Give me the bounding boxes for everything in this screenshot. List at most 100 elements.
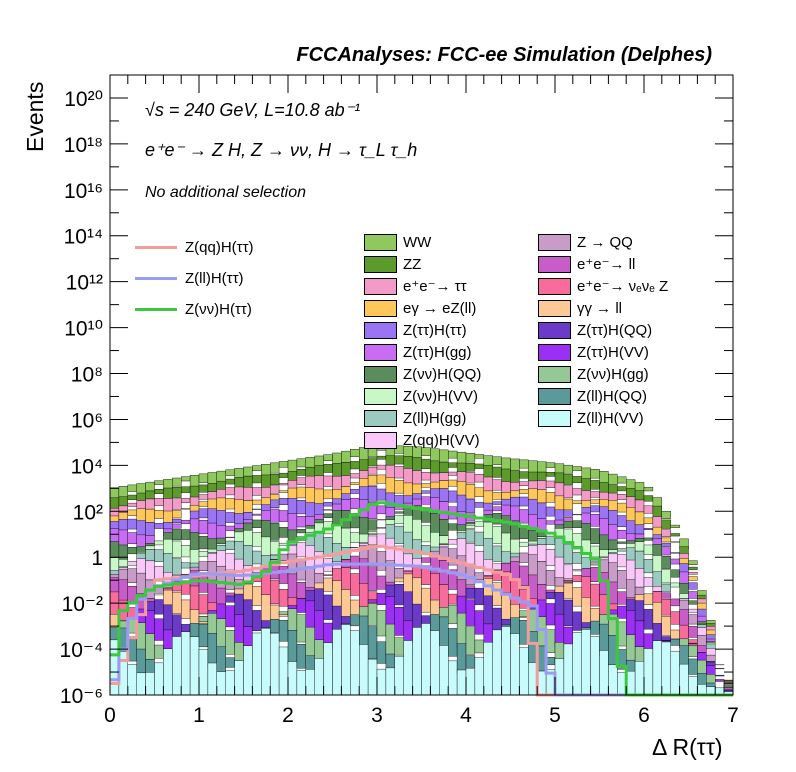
stack-bin-65-layer-0	[688, 560, 698, 565]
stack-bin-13-layer-0	[225, 469, 235, 476]
signal-legend-label: Z(νν)H(ττ)	[185, 300, 252, 318]
stack-bin-30-layer-11	[376, 575, 387, 590]
stack-bin-65-layer-16	[688, 645, 698, 657]
background-legend-swatch	[538, 277, 571, 295]
stack-bin-4-layer-17	[145, 659, 155, 673]
background-legend-label: e⁺e⁻→ νₑνₑ Z	[577, 278, 669, 295]
stack-bin-38-layer-9	[448, 539, 458, 545]
stack-bin-54-layer-3	[590, 499, 600, 504]
background-legend-item: eγ → eZ(ll)	[364, 297, 476, 319]
background-legend-item: e⁺e⁻→ ll	[538, 253, 635, 275]
stack-bin-29-layer-18	[367, 659, 378, 696]
stack-bin-13-layer-9	[225, 552, 235, 571]
signal-legend-item: Z(qq)H(ττ)	[135, 236, 254, 258]
stack-bin-41-layer-4	[474, 502, 484, 508]
stack-bin-66-layer-18	[697, 684, 707, 696]
stack-bin-8-layer-5	[180, 519, 191, 525]
stack-bin-13-layer-18	[225, 670, 235, 696]
background-legend-item: WW	[364, 231, 431, 253]
stack-bin-38-layer-1	[448, 462, 458, 468]
stack-bin-49-layer-5	[545, 520, 556, 525]
stack-bin-30-layer-8	[376, 527, 387, 529]
stack-bin-10-layer-5	[198, 520, 209, 535]
stack-bin-51-layer-4	[563, 510, 574, 517]
stack-bin-5-layer-0	[154, 480, 164, 485]
stack-bin-48-layer-1	[537, 471, 547, 481]
stack-bin-37-layer-17	[439, 616, 449, 646]
stack-bin-23-layer-3	[314, 488, 324, 505]
stack-bin-19-layer-16	[278, 611, 289, 615]
stack-bin-30-layer-4	[376, 488, 387, 501]
x-tick-label-6: 6	[638, 704, 650, 727]
stack-bin-4-layer-3	[145, 508, 155, 523]
background-legend-label: Z(ττ)H(gg)	[403, 343, 472, 361]
stack-bin-56-layer-1	[608, 484, 618, 495]
stack-bin-27-layer-18	[350, 630, 360, 696]
stack-bin-5-layer-4	[154, 523, 164, 529]
background-legend-label: Z(ττ)H(VV)	[577, 343, 649, 361]
stack-bin-32-layer-10	[394, 568, 404, 580]
stack-bin-60-layer-0	[643, 486, 654, 492]
y-tick-label-4: 10²	[73, 501, 103, 524]
y-tick-label-8: 10¹⁰	[64, 318, 103, 341]
stack-bin-42-layer-8	[483, 538, 493, 562]
background-legend-swatch	[364, 343, 397, 361]
stack-bin-59-layer-8	[634, 550, 645, 569]
background-legend-swatch	[364, 365, 397, 383]
stack-bin-60-layer-4	[643, 528, 654, 530]
stack-bin-19-layer-6	[278, 527, 289, 538]
stack-bin-8-layer-0	[180, 476, 191, 482]
stack-bin-2-layer-5	[127, 532, 137, 545]
stack-bin-2-layer-18	[127, 664, 137, 696]
y-tick-label-0: 10⁻⁶	[60, 685, 103, 708]
stack-bin-45-layer-18	[510, 633, 520, 696]
stack-bin-30-layer-1	[376, 455, 387, 460]
stack-bin-29-layer-17	[367, 626, 378, 659]
stack-bin-4-layer-1	[145, 490, 155, 500]
y-tick-label-6: 10⁶	[71, 409, 103, 432]
stack-bin-61-layer-13	[652, 602, 663, 628]
stack-bin-2-layer-4	[127, 518, 137, 530]
stack-bin-65-layer-18	[688, 676, 698, 696]
stack-bin-27-layer-13	[350, 599, 360, 617]
stack-bin-24-layer-1	[323, 464, 333, 473]
stack-bin-37-layer-16	[439, 607, 449, 618]
stack-bin-54-layer-5	[590, 514, 600, 527]
stack-bin-37-layer-9	[439, 544, 449, 548]
stack-bin-1-layer-10	[118, 568, 129, 582]
background-legend-swatch	[364, 321, 397, 339]
stack-bin-23-layer-15	[314, 610, 324, 642]
stack-bin-7-layer-13	[172, 591, 182, 614]
stack-bin-7-layer-7	[172, 540, 182, 558]
stack-bin-18-layer-7	[270, 541, 280, 555]
stack-bin-23-layer-2	[314, 475, 324, 491]
stack-bin-23-layer-18	[314, 658, 324, 696]
stack-bin-59-layer-14	[634, 600, 645, 622]
stack-bin-37-layer-6	[439, 519, 449, 536]
stack-bin-65-layer-11	[688, 626, 698, 638]
stack-bin-15-layer-14	[243, 599, 253, 627]
stack-bin-57-layer-0	[617, 476, 627, 484]
background-legend-item: Z(ττ)H(VV)	[538, 341, 649, 363]
stack-bin-37-layer-4	[439, 488, 449, 502]
stack-bin-64-layer-17	[679, 645, 689, 667]
stack-bin-2-layer-9	[127, 561, 137, 566]
stack-bin-16-layer-18	[252, 632, 262, 696]
background-legend-swatch	[538, 365, 571, 383]
stack-bin-54-layer-0	[590, 469, 600, 479]
stack-bin-15-layer-6	[243, 522, 253, 531]
stack-bin-40-layer-15	[465, 599, 476, 626]
background-legend-item: ZZ	[364, 253, 421, 275]
stack-bin-62-layer-1	[661, 519, 671, 529]
stack-bin-37-layer-18	[439, 645, 449, 696]
stack-bin-12-layer-15	[216, 603, 226, 621]
stack-bin-60-layer-1	[643, 495, 654, 502]
stack-bin-59-layer-1	[634, 490, 645, 501]
x-tick-label-4: 4	[460, 704, 472, 727]
stack-bin-19-layer-3	[278, 490, 289, 493]
y-tick-label-3: 1	[91, 547, 103, 570]
background-legend-swatch	[364, 233, 397, 251]
stack-bin-28-layer-17	[359, 615, 369, 649]
stack-bin-26-layer-2	[341, 475, 351, 487]
stack-bin-27-layer-0	[350, 449, 360, 458]
